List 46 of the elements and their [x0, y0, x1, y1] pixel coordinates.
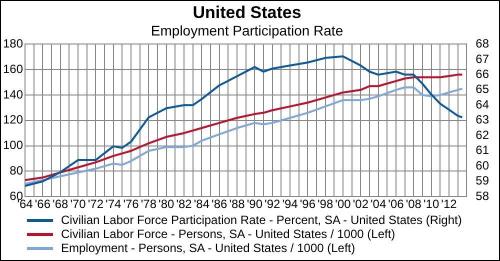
x-tick-label: '68 — [52, 197, 68, 212]
chart-title: United States — [192, 2, 302, 22]
x-tick-label: '92 — [264, 197, 280, 212]
y2-tick-label: 58 — [476, 188, 490, 203]
y-tick-label: 80 — [10, 164, 24, 178]
y2-tick-label: 63 — [476, 112, 490, 127]
legend-label: Employment - Persons, SA - United States / 1000 (Left) — [61, 241, 356, 255]
x-tick-label: '72 — [88, 197, 104, 212]
x-tick-label: '02 — [352, 197, 369, 212]
x-tick-label: '84 — [194, 197, 210, 212]
y-tick-label: 100 — [2, 138, 24, 152]
y-tick-label: 180 — [2, 36, 24, 51]
chart-subtitle: Employment Participation Rate — [150, 22, 344, 39]
x-tick-label: '74 — [106, 197, 122, 212]
x-tick-label: '66 — [34, 197, 51, 212]
x-tick-label: '00 — [335, 197, 352, 212]
x-tick-label: '96 — [300, 197, 316, 212]
x-tick-label: '98 — [318, 197, 334, 212]
y2-tick-label: 67 — [476, 52, 490, 66]
x-tick-label: '06 — [388, 197, 404, 212]
y-tick-label: 120 — [2, 112, 24, 127]
x-tick-label: '78 — [140, 197, 157, 212]
x-tick-label: '76 — [123, 197, 140, 212]
x-tick-label: '94 — [282, 197, 298, 212]
y2-tick-label: 60 — [476, 158, 490, 172]
x-tick-label: '12 — [441, 197, 458, 212]
x-tick-label: '70 — [70, 197, 86, 212]
y2-tick-label: 64 — [476, 97, 490, 112]
x-tick-label: '04 — [370, 197, 386, 212]
y2-tick-label: 66 — [476, 66, 490, 81]
x-tick-label: '88 — [229, 197, 246, 212]
y2-tick-label: 65 — [476, 82, 490, 96]
legend-label: Civilian Labor Force - Persons, SA - United States / 1000 (Left) — [61, 227, 396, 241]
y2-tick-label: 59 — [476, 174, 490, 188]
y-tick-label: 140 — [2, 87, 24, 102]
y2-tick-label: 68 — [476, 36, 490, 51]
y2-tick-label: 62 — [476, 128, 490, 142]
y-tick-label: 160 — [2, 62, 24, 76]
x-tick-label: '90 — [246, 197, 263, 212]
x-tick-label: '80 — [158, 197, 174, 212]
x-tick-label: '86 — [212, 197, 228, 212]
x-tick-label: '82 — [176, 197, 192, 212]
x-tick-label: '10 — [424, 197, 440, 212]
legend-label: Civilian Labor Force Participation Rate - Percent, SA - United States (Right) — [61, 213, 462, 227]
y2-tick-label: 61 — [476, 143, 490, 158]
x-tick-label: '08 — [406, 197, 422, 212]
